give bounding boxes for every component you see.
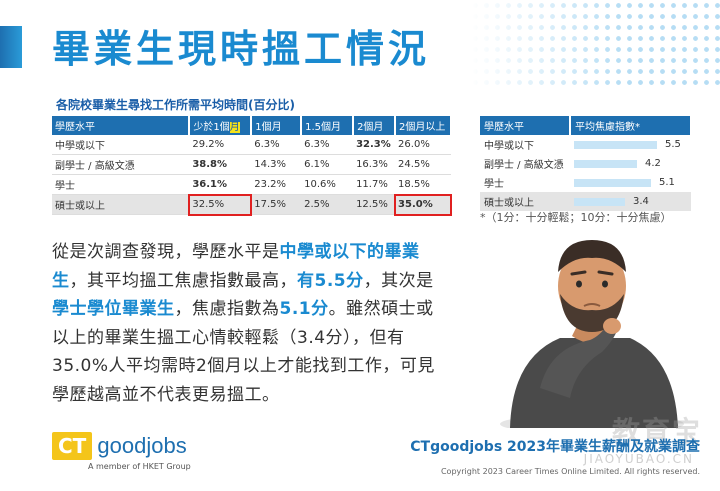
decorative-dot-pattern bbox=[470, 0, 720, 90]
cell-value: 11.7% bbox=[353, 174, 396, 195]
cell-value: 6.3% bbox=[251, 135, 302, 155]
cell-value: 23.2% bbox=[251, 174, 302, 195]
summary-paragraph: 從是次調查發現，學歷水平是中學或以下的畢業生，其平均搵工焦慮指數最高，有5.5分… bbox=[52, 238, 447, 409]
anxiety-value: 5.1 bbox=[659, 177, 675, 188]
cell-value: 12.5% bbox=[353, 194, 396, 215]
table-header-row: 學歷水平 少於1個月 1個月 1.5個月 2個月 2個月以上 bbox=[52, 116, 452, 135]
copyright-text: Copyright 2023 Career Times Online Limit… bbox=[440, 467, 700, 476]
header-anxiety-index: 平均焦慮指數* bbox=[570, 116, 692, 135]
cell-value: 17.5% bbox=[251, 194, 302, 215]
table-row: 碩士或以上 32.5% 17.5% 2.5% 12.5% 35.0% bbox=[52, 193, 452, 216]
cell-education: 碩士或以上 bbox=[52, 194, 190, 215]
table-row: 副學士 / 高級文憑 4.2 bbox=[480, 154, 691, 173]
header-less-than-1-month: 少於1個月 bbox=[189, 116, 253, 135]
job-search-time-table: 學歷水平 少於1個月 1個月 1.5個月 2個月 2個月以上 中學或以下 29.… bbox=[52, 116, 452, 216]
title-accent-bar bbox=[0, 26, 22, 68]
cell-value: 14.3% bbox=[251, 154, 302, 175]
cell-value: 6.1% bbox=[301, 154, 354, 175]
table-row: 中學或以下 29.2% 6.3% 6.3% 32.3% 26.0% bbox=[52, 135, 451, 155]
anxiety-index-table: 學歷水平 平均焦慮指數* 中學或以下 5.5 副學士 / 高級文憑 4.2 學士… bbox=[480, 116, 692, 211]
cell-value: 26.0% bbox=[395, 135, 451, 155]
logo-ct-mark: CT bbox=[52, 432, 93, 460]
header-1-5-months: 1.5個月 bbox=[301, 116, 355, 135]
cell-education: 副學士 / 高級文憑 bbox=[52, 154, 190, 175]
cell-value-boxed: 32.5% bbox=[188, 193, 253, 216]
page-title: 畢業生現時搵工情況 bbox=[52, 27, 431, 71]
table-row: 副學士 / 高級文憑 38.8% 14.3% 6.1% 16.3% 24.5% bbox=[52, 154, 451, 175]
cell-value: 24.5% bbox=[395, 154, 451, 175]
cell-value-highlight: 38.8% bbox=[189, 154, 252, 175]
header-less-than-1-label: 少於1個 bbox=[193, 122, 230, 133]
header-education: 學歷水平 bbox=[480, 116, 571, 135]
anxiety-value: 4.2 bbox=[645, 158, 661, 169]
cell-education: 學士 bbox=[52, 174, 190, 195]
ctgoodjobs-logo: CT goodjobs A member of HKET Group bbox=[52, 432, 191, 471]
cell-anxiety: 3.4 bbox=[570, 192, 691, 211]
paragraph-text: ，其平均搵工焦慮指數最高， bbox=[69, 270, 297, 291]
anxiety-bar bbox=[574, 159, 637, 168]
header-over-2-months: 2個月以上 bbox=[395, 116, 452, 135]
survey-title: CTgoodjobs 2023年畢業生薪酬及就業調查 bbox=[410, 439, 700, 455]
cell-value: 2.5% bbox=[301, 194, 354, 215]
cell-value: 6.3% bbox=[301, 135, 354, 155]
cell-value: 10.6% bbox=[301, 174, 354, 195]
table-header-row: 學歷水平 平均焦慮指數* bbox=[480, 116, 692, 135]
paragraph-text: 。雖然碩士或以上的畢業生搵工心情較輕鬆（3.4分），但有35.0%人平均需時2個… bbox=[52, 299, 435, 405]
anxiety-bar bbox=[574, 197, 625, 206]
cell-value: 16.3% bbox=[353, 154, 396, 175]
table-row: 碩士或以上 3.4 bbox=[480, 192, 691, 211]
header-2-months: 2個月 bbox=[353, 116, 397, 135]
paragraph-emphasis: 中學或以下的畢業生 bbox=[52, 242, 420, 291]
cell-education: 學士 bbox=[484, 179, 504, 190]
cell-anxiety: 4.2 bbox=[570, 154, 691, 173]
header-month-highlight: 月 bbox=[229, 122, 240, 133]
anxiety-bar bbox=[574, 178, 651, 187]
logo-subtitle: A member of HKET Group bbox=[88, 462, 191, 471]
cell-value: 29.2% bbox=[189, 135, 252, 155]
cell-anxiety: 5.5 bbox=[570, 135, 691, 154]
cell-value-highlight: 36.1% bbox=[189, 174, 252, 195]
anxiety-scale-note: *（1分：十分輕鬆；10分：十分焦慮） bbox=[480, 211, 672, 224]
anxiety-value: 5.5 bbox=[665, 139, 681, 150]
table-row: 中學或以下 5.5 bbox=[480, 135, 691, 154]
header-1-month: 1個月 bbox=[251, 116, 303, 135]
anxiety-bar bbox=[574, 140, 657, 149]
paragraph-emphasis: 5.1分 bbox=[279, 299, 329, 319]
watermark: 教育宝 bbox=[611, 415, 702, 448]
anxiety-value: 3.4 bbox=[633, 196, 649, 207]
table-title: 各院校畢業生尋找工作所需平均時間(百分比) bbox=[56, 98, 295, 112]
cell-anxiety: 5.1 bbox=[570, 173, 691, 192]
table-row: 學士 5.1 bbox=[480, 173, 691, 192]
watermark-url: JIAOYUBAO.CN bbox=[583, 452, 694, 466]
header-education: 學歷水平 bbox=[52, 116, 191, 135]
cell-value: 18.5% bbox=[395, 174, 451, 195]
table-row: 學士 36.1% 23.2% 10.6% 11.7% 18.5% bbox=[52, 174, 451, 195]
thinking-man-illustration bbox=[500, 240, 684, 428]
cell-value-highlight: 32.3% bbox=[353, 135, 396, 155]
logo-goodjobs-text: goodjobs bbox=[97, 433, 187, 458]
cell-education: 中學或以下 bbox=[52, 135, 190, 155]
cell-education: 碩士或以上 bbox=[480, 192, 570, 211]
cell-value-boxed-highlight: 35.0% bbox=[394, 193, 452, 216]
cell-education: 副學士 / 高級文憑 bbox=[484, 160, 564, 171]
cell-education: 中學或以下 bbox=[484, 141, 534, 152]
paragraph-text: ，焦慮指數為 bbox=[174, 299, 280, 319]
paragraph-text: 從是次調查發現，學歷水平是 bbox=[52, 242, 280, 262]
paragraph-emphasis: 有5.5分 bbox=[297, 270, 364, 291]
paragraph-text: ，其次是 bbox=[363, 270, 434, 291]
paragraph-emphasis: 學士學位畢業生 bbox=[52, 299, 175, 319]
